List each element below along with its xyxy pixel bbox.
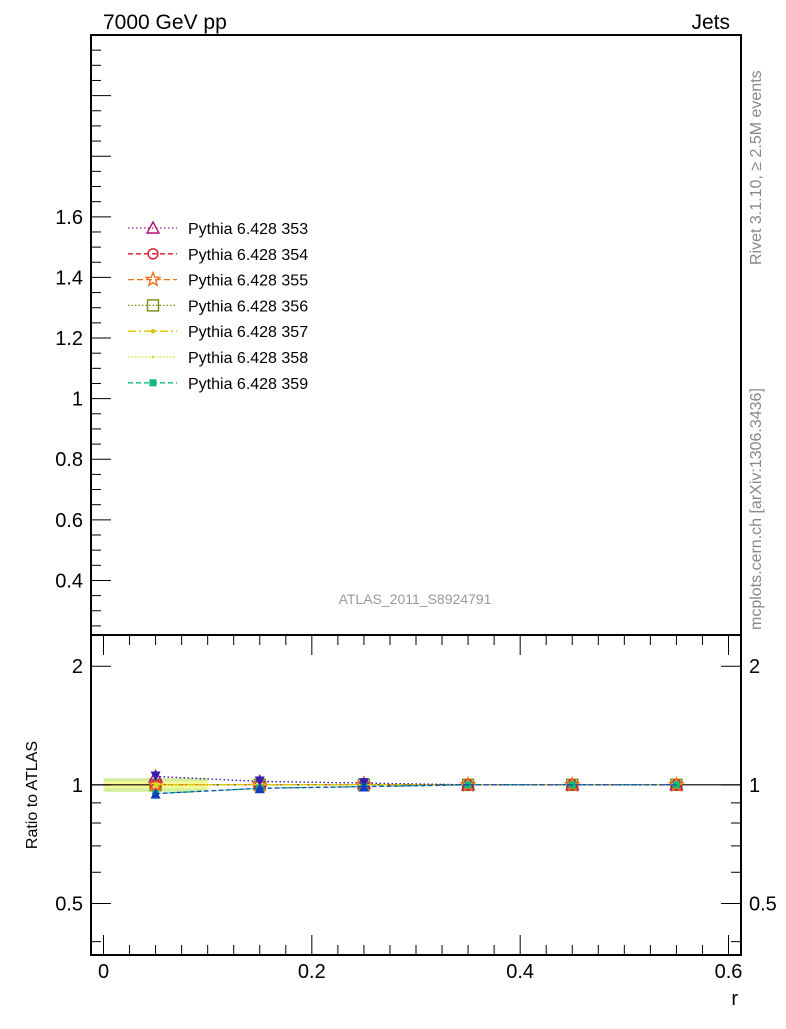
x-tick-label: 0.6 [715, 961, 743, 983]
ratio-point [147, 775, 165, 793]
rivet-version-label: Rivet 3.1.10, ≥ 2.5M events [748, 70, 765, 265]
x-tick-label: 0.2 [298, 961, 326, 983]
ratio-point [154, 783, 157, 787]
ratio-axis-ticks [91, 635, 741, 955]
analysis-watermark: ATLAS_2011_S8924791 [339, 591, 492, 607]
ratio-series-group [147, 769, 685, 799]
x-axis-label: r [731, 988, 738, 1010]
ratio-y-tick-labels: 0.5 0.5 1 1 2 2 [55, 656, 777, 915]
legend-entry: Pythia 6.428 354 [128, 247, 308, 264]
main-y-tick-label: 1.6 [55, 207, 83, 229]
legend-label: Pythia 6.428 356 [188, 298, 308, 315]
legend-entry: Pythia 6.428 358 [128, 350, 308, 367]
legend-entry: Pythia 6.428 357 [128, 324, 308, 341]
main-y-tick-label: 0.6 [55, 510, 83, 532]
main-y-tick-label: 0.4 [55, 570, 83, 592]
main-y-tick-label: 1 [72, 389, 83, 411]
envelope-up-triangle [358, 781, 369, 792]
legend-entry: Pythia 6.428 353 [128, 220, 308, 238]
envelope-up-triangle [150, 788, 161, 799]
x-tick-label: 0 [98, 961, 109, 983]
legend-entry: Pythia 6.428 355 [128, 270, 308, 290]
header-left: 7000 GeV pp [103, 11, 227, 34]
ratio-series [148, 769, 684, 791]
legend-label: Pythia 6.428 359 [188, 376, 308, 393]
legend-marker [146, 299, 160, 312]
ratio-y-axis-label: Ratio to ATLAS [24, 741, 41, 849]
main-y-ticks [91, 34, 111, 627]
legend-marker [150, 329, 156, 334]
legend-marker [149, 379, 157, 387]
legend-label: Pythia 6.428 358 [188, 350, 308, 367]
legend-marker [151, 355, 155, 359]
main-y-tick-label: 1.2 [55, 328, 83, 350]
mcplots-label: mcplots.cern.ch [arXiv:1306.3436] [748, 388, 765, 630]
header-right: Jets [691, 11, 730, 34]
ratio-y-tick-label-right: 2 [749, 656, 760, 678]
envelope-up-triangle [254, 783, 265, 794]
ratio-point [672, 781, 680, 789]
envelope-down-triangle [150, 771, 161, 782]
ratio-y-tick-label-right: 0.5 [749, 893, 777, 915]
legend-marker [145, 220, 161, 234]
main-y-tick-label: 0.8 [55, 449, 83, 471]
main-y-tick-label: 1.4 [55, 267, 83, 289]
envelope-lower-line [155, 784, 677, 795]
ratio-envelope-markers [150, 771, 677, 799]
ratio-y-tick-label-left: 0.5 [55, 893, 83, 915]
ratio-y-tick-label-left: 2 [72, 656, 83, 678]
ratio-panel-frame [90, 634, 742, 956]
envelope-down-triangle [254, 776, 265, 787]
envelope-upper-line [155, 775, 677, 786]
x-tick-label: 0.4 [506, 961, 534, 983]
main-y-tick-labels: 0.4 0.6 0.8 1 1.2 1.4 1.6 [55, 207, 83, 593]
legend-entry: Pythia 6.428 356 [128, 298, 308, 315]
x-tick-labels: 0 0.2 0.4 0.6 [98, 961, 742, 983]
legend-marker [147, 248, 159, 260]
legend-label: Pythia 6.428 357 [188, 324, 308, 341]
legend-label: Pythia 6.428 355 [188, 273, 308, 290]
legend-marker [144, 270, 162, 287]
legend: Pythia 6.428 353 Pythia 6.428 354 Pythia 6… [128, 220, 308, 393]
ratio-y-tick-label-left: 1 [72, 775, 83, 797]
legend-label: Pythia 6.428 354 [188, 247, 308, 264]
legend-entry: Pythia 6.428 359 [128, 376, 308, 393]
legend-label: Pythia 6.428 353 [188, 221, 308, 238]
ratio-y-tick-label-right: 1 [749, 775, 760, 797]
